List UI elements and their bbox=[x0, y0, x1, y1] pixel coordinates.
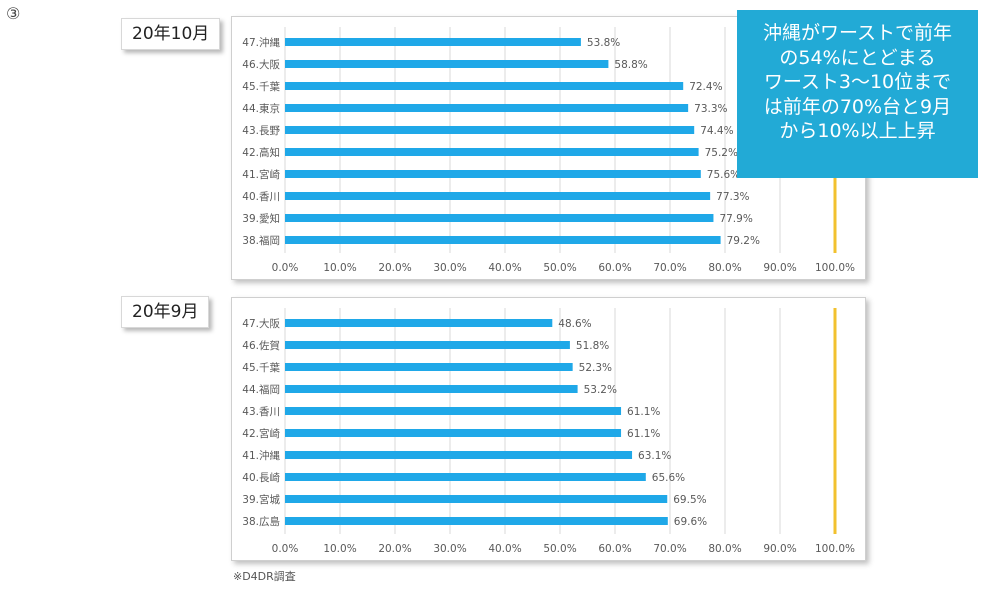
chart-october-svg: 47.沖縄 53.8% 46.大阪 58.8% 45.千葉 72.4% 44.東京 73.3%… bbox=[242, 27, 855, 274]
callout-line: から10%以上上昇 bbox=[779, 120, 936, 143]
value-label: 73.3% bbox=[694, 103, 727, 115]
bar bbox=[285, 104, 689, 112]
x-tick-label: 30.0% bbox=[433, 262, 466, 274]
x-tick-label: 30.0% bbox=[433, 543, 466, 555]
callout-line: 沖縄がワーストで前年 bbox=[762, 22, 953, 44]
value-label: 77.3% bbox=[716, 191, 749, 203]
category-label: 42.高知 bbox=[242, 146, 280, 159]
x-tick-label: 70.0% bbox=[653, 543, 686, 555]
category-label: 46.大阪 bbox=[242, 58, 280, 71]
category-label: 46.佐賀 bbox=[242, 339, 280, 352]
bar bbox=[285, 517, 668, 525]
x-tick-label: 20.0% bbox=[378, 262, 411, 274]
value-label: 75.2% bbox=[705, 147, 738, 159]
category-label: 43.長野 bbox=[242, 125, 280, 137]
x-tick-label: 80.0% bbox=[708, 543, 741, 555]
bar bbox=[285, 363, 573, 371]
category-label: 40.長崎 bbox=[242, 471, 280, 484]
value-label: 48.6% bbox=[558, 318, 591, 330]
category-label: 45.千葉 bbox=[242, 80, 280, 93]
x-tick-label: 0.0% bbox=[272, 262, 299, 274]
value-label: 61.1% bbox=[627, 406, 660, 418]
x-tick-label: 100.0% bbox=[815, 543, 855, 555]
callout-box: 沖縄がワーストで前年 の54%にとどまる ワースト3〜10位まで は前年の70%… bbox=[737, 10, 978, 178]
bar bbox=[285, 429, 622, 437]
bar bbox=[285, 236, 721, 244]
bar bbox=[285, 82, 684, 90]
callout-line: ワースト3〜10位まで bbox=[763, 71, 952, 94]
x-tick-label: 10.0% bbox=[323, 543, 356, 555]
x-tick-label: 20.0% bbox=[378, 543, 411, 555]
bar bbox=[285, 38, 581, 46]
category-label: 44.福岡 bbox=[242, 383, 280, 396]
bar bbox=[285, 192, 711, 200]
value-label: 53.8% bbox=[587, 37, 620, 49]
bar bbox=[285, 451, 633, 459]
category-label: 38.福岡 bbox=[242, 234, 280, 247]
x-tick-label: 60.0% bbox=[598, 543, 631, 555]
bar bbox=[285, 473, 646, 481]
category-label: 47.大阪 bbox=[242, 317, 280, 330]
value-label: 69.5% bbox=[673, 494, 706, 506]
bar bbox=[285, 214, 714, 222]
bar bbox=[285, 60, 609, 68]
bar bbox=[285, 495, 668, 503]
chart-september-svg: 47.大阪 48.6% 46.佐賀 51.8% 45.千葉 52.3% 44.福岡 53.2%… bbox=[242, 308, 855, 555]
callout-line: の54%にとどまる bbox=[779, 46, 936, 69]
x-tick-label: 0.0% bbox=[272, 543, 299, 555]
value-label: 77.9% bbox=[719, 213, 752, 225]
x-tick-label: 100.0% bbox=[815, 262, 855, 274]
value-label: 52.3% bbox=[579, 362, 612, 374]
x-tick-label: 90.0% bbox=[763, 262, 796, 274]
slide-number: ③ bbox=[6, 4, 21, 23]
category-label: 47.沖縄 bbox=[242, 36, 280, 49]
category-label: 40.香川 bbox=[242, 191, 280, 203]
value-label: 74.4% bbox=[700, 125, 733, 137]
category-label: 41.宮崎 bbox=[242, 168, 280, 181]
bar bbox=[285, 341, 570, 349]
chart-title-september: 20年9月 bbox=[121, 296, 210, 328]
category-label: 44.東京 bbox=[242, 102, 280, 115]
value-label: 79.2% bbox=[727, 235, 760, 247]
value-label: 69.6% bbox=[674, 516, 707, 528]
callout-line: は前年の70%台と9月 bbox=[763, 95, 952, 118]
x-tick-label: 40.0% bbox=[488, 543, 521, 555]
category-label: 45.千葉 bbox=[242, 361, 280, 374]
chart-september: 47.大阪 48.6% 46.佐賀 51.8% 45.千葉 52.3% 44.福岡 53.2%… bbox=[231, 297, 866, 561]
x-tick-label: 10.0% bbox=[323, 262, 356, 274]
source-note: ※D4DR調査 bbox=[233, 570, 296, 583]
x-tick-label: 40.0% bbox=[488, 262, 521, 274]
bar bbox=[285, 126, 695, 134]
bar bbox=[285, 148, 699, 156]
bar bbox=[285, 407, 622, 415]
x-tick-label: 70.0% bbox=[653, 262, 686, 274]
value-label: 53.2% bbox=[584, 384, 617, 396]
category-label: 43.香川 bbox=[242, 406, 280, 418]
bar bbox=[285, 170, 701, 178]
category-label: 39.宮城 bbox=[242, 493, 280, 506]
category-label: 38.広島 bbox=[242, 515, 280, 528]
x-tick-label: 50.0% bbox=[543, 543, 576, 555]
value-label: 51.8% bbox=[576, 340, 609, 352]
category-label: 42.宮崎 bbox=[242, 427, 280, 440]
value-label: 63.1% bbox=[638, 450, 671, 462]
x-tick-label: 50.0% bbox=[543, 262, 576, 274]
category-label: 39.愛知 bbox=[242, 212, 280, 225]
value-label: 75.6% bbox=[707, 169, 740, 181]
value-label: 65.6% bbox=[652, 472, 685, 484]
value-label: 58.8% bbox=[614, 59, 647, 71]
value-label: 72.4% bbox=[689, 81, 722, 93]
category-label: 41.沖縄 bbox=[242, 449, 280, 462]
value-label: 61.1% bbox=[627, 428, 660, 440]
bar bbox=[285, 385, 578, 393]
chart-title-october: 20年10月 bbox=[121, 18, 221, 50]
x-tick-label: 60.0% bbox=[598, 262, 631, 274]
bar bbox=[285, 319, 553, 327]
x-tick-label: 80.0% bbox=[708, 262, 741, 274]
x-tick-label: 90.0% bbox=[763, 543, 796, 555]
